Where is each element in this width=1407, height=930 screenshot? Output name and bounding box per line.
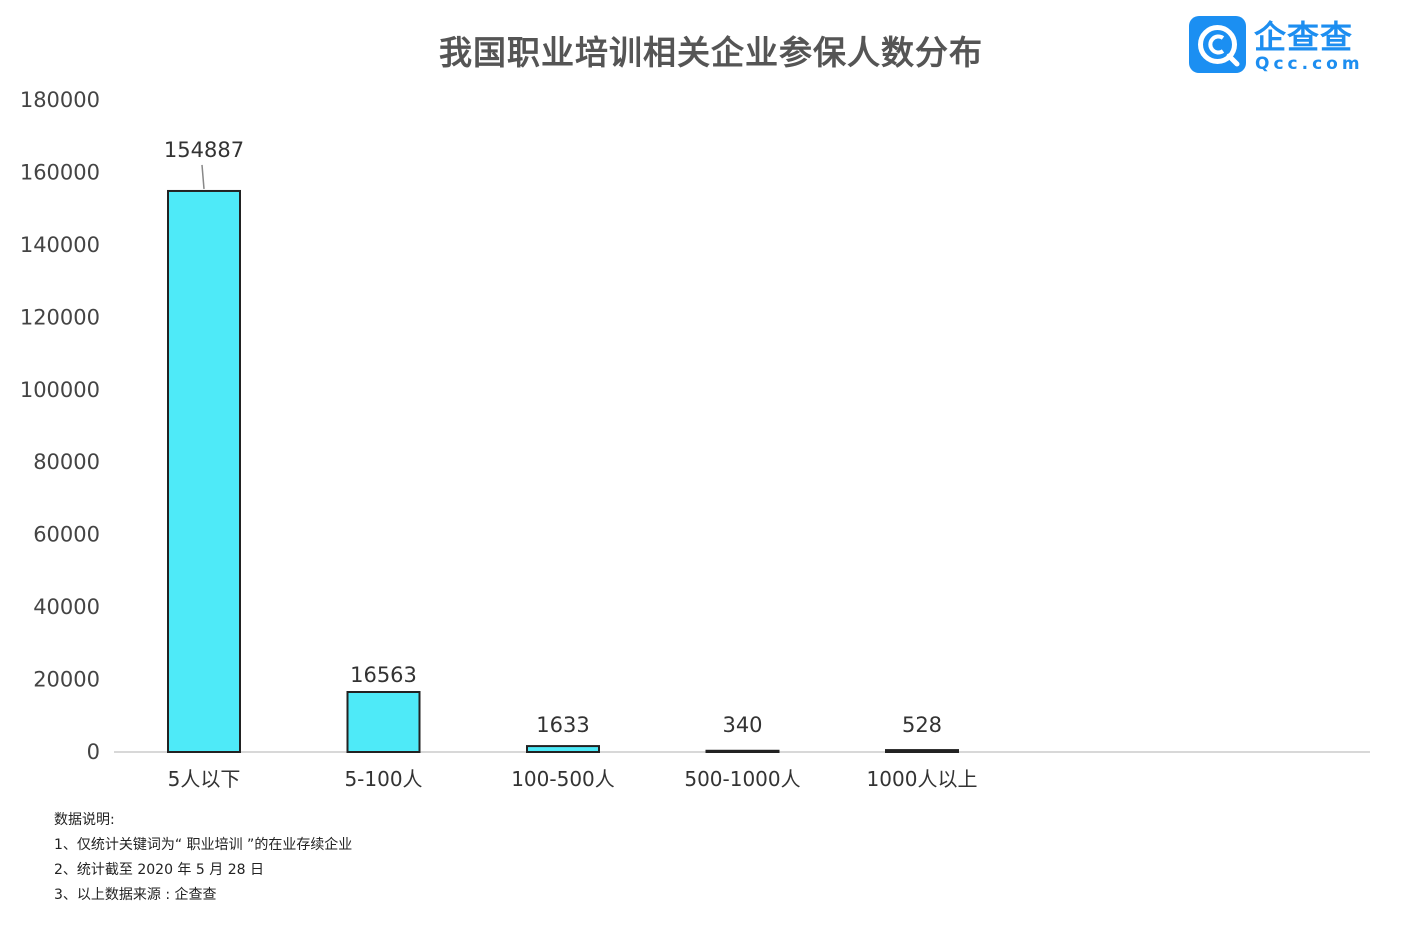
- data-label: 154887: [164, 138, 244, 162]
- bar-chart: 0 20000 40000 60000 80000 100000 120000 140000 1…: [20, 88, 1370, 791]
- x-tick-label: 5人以下: [168, 767, 241, 791]
- bar: [526, 745, 600, 753]
- qcc-logo: 企查查 Qcc.com: [1189, 16, 1360, 74]
- y-tick-label: 100000: [20, 378, 100, 402]
- y-tick-label: 160000: [20, 160, 100, 184]
- x-tick-label: 100-500人: [511, 767, 615, 791]
- chart-title: 我国职业培训相关企业参保人数分布: [439, 33, 983, 72]
- y-tick-label: 60000: [33, 523, 100, 547]
- notes-item-2: 2、统计截至 2020 年 5 月 28 日: [54, 862, 264, 878]
- data-notes: 数据说明: 1、仅统计关键词为“ 职业培训 ”的在业存续企业 2、统计截至 20…: [54, 808, 352, 908]
- x-tick-label: 5-100人: [344, 767, 422, 791]
- notes-heading: 数据说明:: [54, 812, 115, 828]
- bar: [885, 749, 959, 753]
- qcc-logo-icon: [1189, 16, 1246, 73]
- x-tick-label: 500-1000人: [684, 767, 800, 791]
- y-tick-label: 140000: [20, 233, 100, 257]
- data-label: 340: [722, 713, 762, 737]
- y-tick-label: 40000: [33, 595, 100, 619]
- bar: [167, 189, 241, 754]
- bar: [346, 691, 421, 753]
- y-tick-label: 180000: [20, 88, 100, 112]
- bar: [705, 749, 780, 753]
- notes-item-3: 3、以上数据来源 : 企查查: [54, 887, 217, 903]
- y-tick-label: 20000: [33, 668, 100, 692]
- notes-item-1: 1、仅统计关键词为“ 职业培训 ”的在业存续企业: [54, 837, 353, 853]
- y-tick-label: 80000: [33, 450, 100, 474]
- data-label: 1633: [536, 713, 589, 737]
- x-tick-label: 1000人以上: [867, 767, 978, 791]
- y-tick-label: 0: [87, 740, 100, 764]
- y-tick-label: 120000: [20, 305, 100, 329]
- data-label-leader: [201, 164, 205, 190]
- logo-domain: Qcc.com: [1255, 54, 1364, 74]
- logo-name: 企查查: [1254, 18, 1354, 56]
- data-label: 16563: [350, 663, 417, 687]
- data-label: 528: [902, 713, 942, 737]
